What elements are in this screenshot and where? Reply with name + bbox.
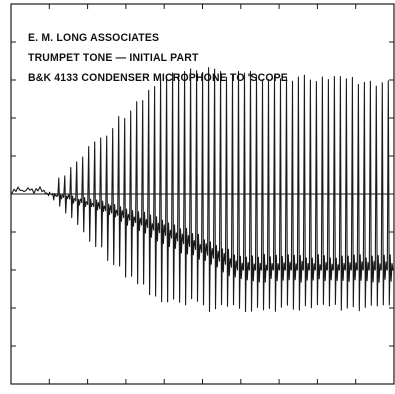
chart-subtitle: B&K 4133 CONDENSER MICROPHONE TO 'SCOPE [28, 72, 288, 84]
header-block: E. M. LONG ASSOCIATES TRUMPET TONE — INI… [28, 28, 302, 88]
company-title: E. M. LONG ASSOCIATES [28, 32, 160, 44]
waveform-trace [11, 67, 394, 313]
chart-title: TRUMPET TONE — INITIAL PART [28, 52, 199, 64]
